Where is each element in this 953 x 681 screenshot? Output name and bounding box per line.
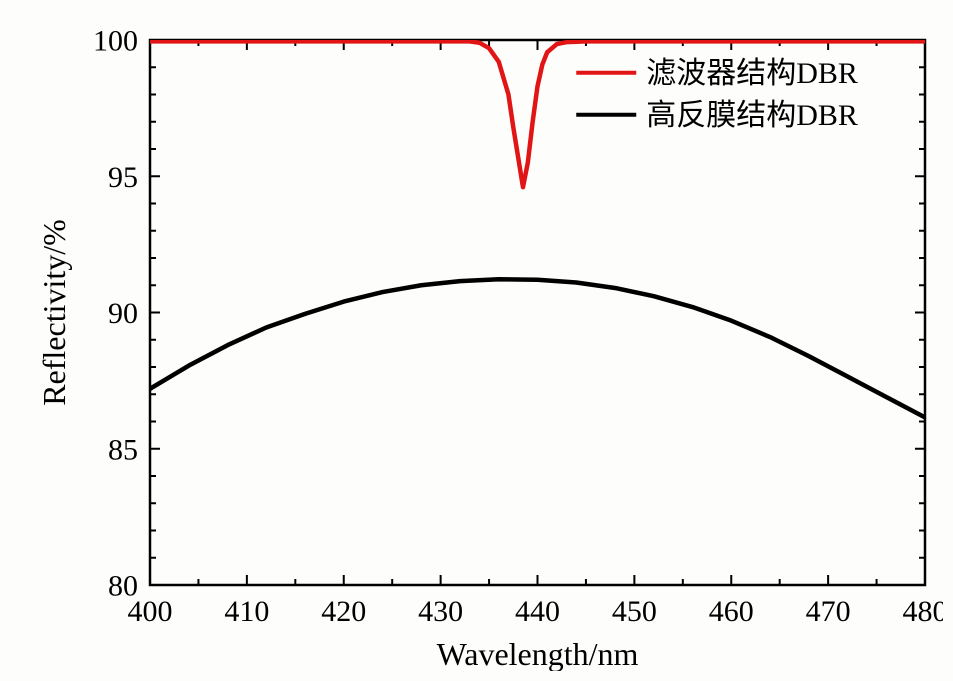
y-tick-label: 90	[108, 297, 138, 330]
x-tick-label: 480	[903, 595, 944, 628]
reflectivity-chart: 40041042043044045046047048080859095100Wa…	[10, 10, 943, 671]
legend-label: 高反膜结构DBR	[646, 99, 858, 132]
x-tick-label: 420	[321, 595, 366, 628]
x-tick-label: 450	[612, 595, 657, 628]
x-tick-label: 410	[224, 595, 269, 628]
y-tick-label: 85	[108, 433, 138, 466]
y-axis-label: Reflectivity/%	[36, 219, 72, 406]
y-tick-label: 100	[93, 25, 138, 58]
x-tick-label: 440	[515, 595, 560, 628]
y-tick-label: 95	[108, 161, 138, 194]
x-tick-label: 470	[806, 595, 851, 628]
x-tick-label: 430	[418, 595, 463, 628]
x-axis-label: Wavelength/nm	[437, 636, 639, 671]
x-tick-label: 460	[709, 595, 754, 628]
y-tick-label: 80	[108, 570, 138, 603]
legend-label: 滤波器结构DBR	[646, 57, 858, 90]
